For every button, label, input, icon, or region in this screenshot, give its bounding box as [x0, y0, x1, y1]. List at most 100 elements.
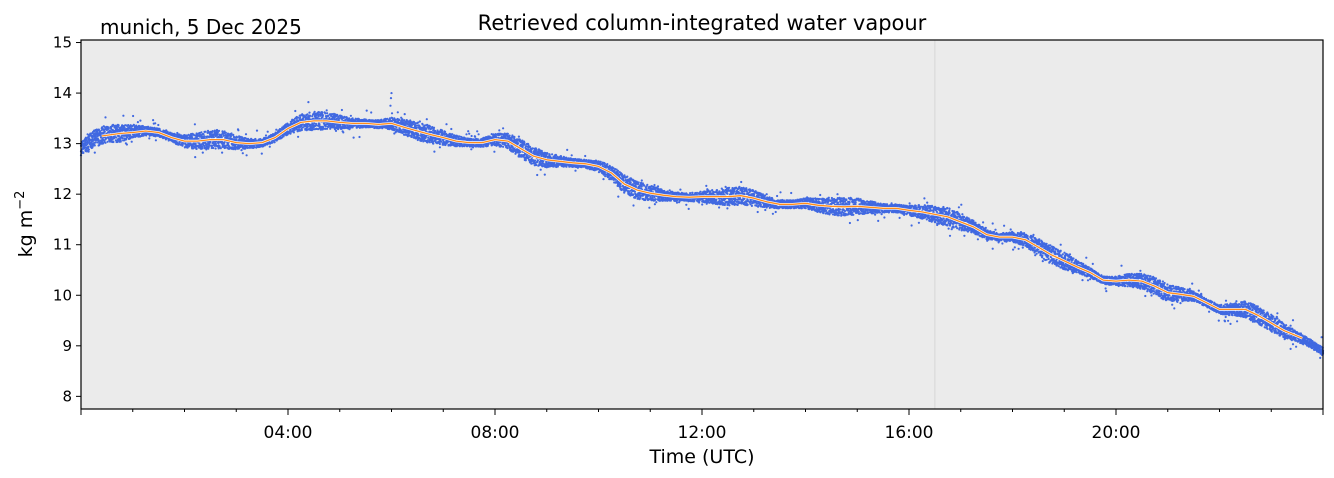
scatter-point [148, 137, 151, 140]
plot-area [81, 40, 1323, 409]
scatter-point [214, 147, 217, 150]
scatter-point [640, 179, 643, 182]
scatter-point [86, 142, 89, 146]
scatter-point [201, 151, 204, 154]
scatter-point [365, 109, 368, 112]
scatter-point [308, 111, 311, 114]
scatter-point [465, 133, 468, 136]
scatter-point [139, 119, 142, 122]
scatter-point [104, 116, 107, 119]
scatter-point [425, 118, 428, 121]
scatter-point [289, 132, 292, 135]
scatter-point [468, 132, 471, 135]
scatter-point [125, 143, 128, 146]
scatter-point [584, 154, 587, 158]
scatter-point [237, 129, 240, 132]
scatter-point [517, 142, 520, 145]
scatter-point [597, 171, 601, 174]
scatter-point [603, 162, 607, 165]
scatter-point [147, 125, 150, 128]
scatter-point [235, 138, 238, 142]
scatter-point [476, 130, 479, 133]
scatter-point [622, 179, 625, 182]
scatter-point [185, 134, 188, 137]
scatter-point [318, 123, 321, 126]
scatter-point [101, 140, 104, 143]
scatter-point [535, 148, 538, 151]
scatter-point [506, 147, 509, 150]
scatter-point [221, 151, 224, 154]
scatter-point [103, 130, 106, 133]
scatter-point [94, 141, 97, 144]
scatter-point [325, 109, 328, 112]
scatter-point [97, 128, 100, 131]
scatter-point [271, 141, 274, 144]
scatter-point [193, 134, 196, 137]
scatter-point [87, 146, 90, 149]
scatter-point [527, 148, 531, 151]
scatter-point [629, 181, 632, 184]
scatter-point [653, 203, 657, 206]
scatter-point [297, 135, 300, 138]
scatter-point [126, 136, 129, 139]
scatter-point [260, 152, 263, 155]
scatter-point [506, 132, 509, 135]
scatter-point [508, 134, 511, 137]
scatter-point [599, 160, 602, 163]
scatter-point [602, 178, 605, 181]
scatter-point [617, 195, 620, 198]
scatter-point [158, 128, 161, 131]
scatter-point [127, 124, 130, 127]
scatter-point [437, 133, 440, 136]
scatter-point [240, 149, 243, 152]
scatter-point [536, 173, 539, 177]
scatter-point [546, 152, 549, 155]
scatter-point [333, 124, 336, 127]
scatter-point [326, 127, 329, 130]
scatter-point [470, 148, 473, 151]
scatter-point [96, 141, 99, 144]
scatter-point [632, 204, 635, 207]
scatter-point [349, 114, 352, 117]
scatter-point [482, 145, 485, 148]
scatter-point [129, 124, 132, 127]
scatter-point [209, 141, 212, 144]
scatter-point [574, 169, 577, 172]
scatter-point [396, 128, 399, 131]
scatter-point [606, 163, 609, 166]
scatter-point [632, 193, 635, 196]
scatter-point [212, 136, 215, 139]
scatter-point [495, 136, 498, 139]
scatter-point [194, 156, 197, 159]
scatter-point [297, 116, 300, 119]
scatter-point [433, 150, 436, 153]
scatter-point [493, 150, 496, 153]
scatter-point [396, 111, 399, 114]
scatter-point [130, 140, 133, 143]
scatter-point [115, 136, 118, 139]
scatter-point [398, 118, 401, 122]
scatter-point [200, 131, 203, 134]
scatter-point [273, 141, 276, 144]
scatter-point [121, 137, 124, 140]
scatter-point [112, 124, 115, 127]
scatter-point [342, 131, 345, 134]
scatter-point [119, 139, 122, 142]
scatter-point [417, 134, 420, 137]
scatter-point [212, 146, 215, 150]
scatter-point [292, 131, 295, 134]
scatter-point [275, 128, 278, 131]
scatter-point [358, 135, 361, 139]
scatter-point [132, 123, 135, 127]
scatter-point [534, 159, 537, 162]
scatter-point [152, 119, 155, 122]
scatter-point [202, 133, 205, 136]
scatter-point [474, 135, 477, 138]
scatter-point [653, 183, 656, 187]
scatter-point [191, 136, 194, 139]
scatter-point [428, 141, 431, 144]
scatter-point [89, 145, 93, 148]
scatter-point [502, 127, 505, 130]
scatter-point [264, 134, 268, 137]
scatter-point [98, 143, 101, 147]
